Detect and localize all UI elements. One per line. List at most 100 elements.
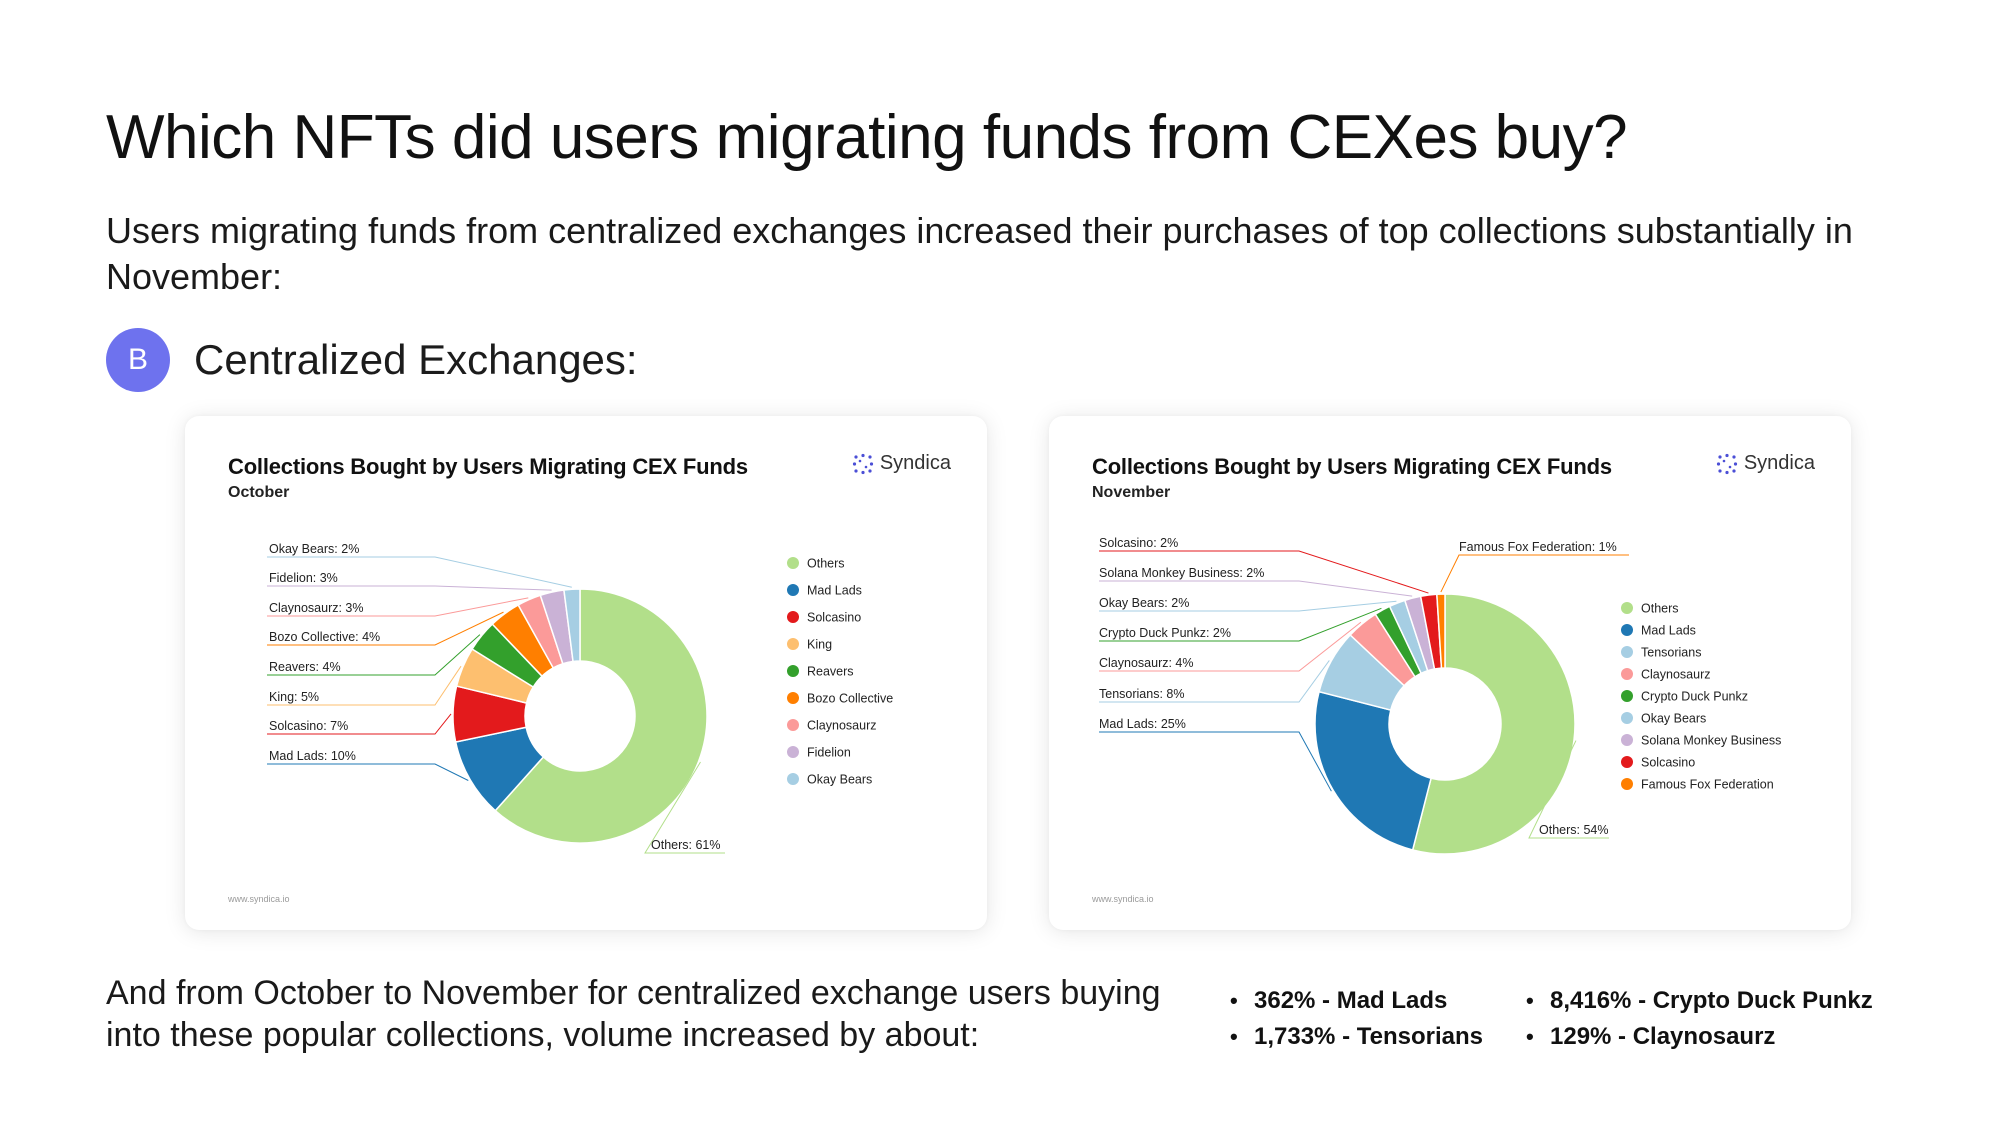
slice-label-solcasino: Solcasino: 2%	[1099, 536, 1178, 550]
leader-line-okay-bears	[267, 556, 572, 588]
leader-line-solana-monkey-business	[1099, 580, 1413, 597]
brand-name: Syndica	[1743, 452, 1815, 474]
footer-url: www.syndica.io	[1092, 894, 1154, 904]
slice-label-famous-fox-federation: Famous Fox Federation: 1%	[1459, 540, 1617, 554]
legend-label-crypto-duck-punkz: Crypto Duck Punkz	[1641, 690, 1748, 704]
legend-label-solcasino: Solcasino	[1641, 756, 1695, 770]
legend-swatch-solana-monkey-business	[1621, 734, 1633, 746]
leader-line-others	[644, 761, 725, 854]
section-label: Centralized Exchanges:	[194, 336, 638, 383]
stat-text: 8,416% - Crypto Duck Punkz	[1550, 987, 1873, 1014]
leader-line-solcasino	[267, 713, 452, 735]
legend-label-mad-lads: Mad Lads	[807, 584, 862, 598]
page-title: Which NFTs did users migrating funds fro…	[106, 103, 1628, 172]
slice-label-fidelion: Fidelion: 3%	[269, 571, 338, 585]
legend-swatch-claynosaurz	[1621, 668, 1633, 680]
leader-line-claynosaurz	[267, 597, 529, 617]
slice-label-okay-bears: Okay Bears: 2%	[1099, 596, 1189, 610]
chart-title: Collections Bought by Users Migrating CE…	[228, 454, 748, 479]
legend-swatch-solcasino	[1621, 756, 1633, 768]
legend-swatch-mad-lads	[1621, 624, 1633, 636]
slice-label-okay-bears: Okay Bears: 2%	[269, 542, 359, 556]
stat-text: 129% - Claynosaurz	[1550, 1023, 1776, 1050]
chart-subtitle: October	[228, 484, 290, 501]
syndica-logo-icon	[852, 453, 873, 474]
legend-label-reavers: Reavers	[807, 665, 854, 679]
donut-chart-october: Others: 61% Mad Lads: 10% Solcasino: 7% Kin…	[267, 542, 893, 854]
brand-logo: Syndica	[852, 452, 951, 475]
legend-label-tensorians: Tensorians	[1641, 646, 1701, 660]
stat-text: 362% - Mad Lads	[1254, 987, 1448, 1014]
legend-label-bozo-collective: Bozo Collective	[807, 692, 893, 706]
bullet-icon: •	[1230, 988, 1238, 1013]
slice-label-solana-monkey-business: Solana Monkey Business: 2%	[1099, 566, 1264, 580]
legend-swatch-claynosaurz	[787, 719, 799, 731]
legend-swatch-bozo-collective	[787, 692, 799, 704]
legend-label-okay-bears: Okay Bears	[1641, 712, 1706, 726]
legend-swatch-king	[787, 638, 799, 650]
leader-line-mad-lads	[1099, 731, 1332, 792]
legend-label-solcasino: Solcasino	[807, 611, 861, 625]
stats-list: • 362% - Mad Lads • 8,416% - Crypto Duck P…	[1228, 986, 1968, 1052]
legend-swatch-crypto-duck-punkz	[1621, 690, 1633, 702]
leader-line-mad-lads	[267, 763, 469, 781]
legend-label-others: Others	[1641, 602, 1679, 616]
chart-card-november: Others: 54% Mad Lads: 25% Tensorians: 8% Cl…	[1049, 416, 1851, 930]
legend-swatch-okay-bears	[787, 773, 799, 785]
chart-subtitle: November	[1092, 484, 1171, 501]
slice-label-king: King: 5%	[269, 690, 319, 704]
legend-swatch-solcasino	[787, 611, 799, 623]
legend-swatch-reavers	[787, 665, 799, 677]
slice-others	[494, 588, 708, 844]
leader-line-crypto-duck-punkz	[1099, 607, 1382, 642]
bullet-icon: •	[1526, 988, 1534, 1013]
slice-label-others: Others: 54%	[1539, 823, 1608, 837]
leader-line-okay-bears	[1099, 600, 1397, 612]
syndica-logo-icon	[1716, 453, 1737, 474]
slice-mad-lads	[1314, 690, 1432, 851]
legend-label-others: Others	[807, 557, 845, 571]
slice-label-mad-lads: Mad Lads: 25%	[1099, 717, 1186, 731]
chart-card-october: Others: 61% Mad Lads: 10% Solcasino: 7% Kin…	[185, 416, 987, 930]
legend-label-solana-monkey-business: Solana Monkey Business	[1641, 734, 1781, 748]
leader-line-tensorians	[1099, 660, 1330, 703]
stat-item: • 362% - Mad Lads	[1228, 986, 1524, 1016]
stat-item: • 1,733% - Tensorians	[1228, 1022, 1524, 1052]
section-header: B Centralized Exchanges:	[106, 328, 638, 392]
legend-swatch-okay-bears	[1621, 712, 1633, 724]
slice-okay-bears	[563, 588, 581, 663]
leader-line-fidelion	[267, 585, 552, 591]
page-subtitle: Users migrating funds from centralized e…	[106, 210, 1853, 297]
bullet-icon: •	[1230, 1024, 1238, 1049]
slice-label-bozo-collective: Bozo Collective: 4%	[269, 630, 380, 644]
legend-label-fidelion: Fidelion	[807, 746, 851, 760]
slice-label-crypto-duck-punkz: Crypto Duck Punkz: 2%	[1099, 626, 1231, 640]
leader-line-claynosaurz	[1099, 621, 1362, 672]
bullet-icon: •	[1526, 1024, 1534, 1049]
stat-item: • 129% - Claynosaurz	[1524, 1022, 1884, 1052]
chart-title: Collections Bought by Users Migrating CE…	[1092, 454, 1612, 479]
leader-line-others	[1528, 740, 1609, 839]
slice-famous-fox-federation	[1436, 593, 1446, 669]
legend-swatch-mad-lads	[787, 584, 799, 596]
slice-label-tensorians: Tensorians: 8%	[1099, 687, 1184, 701]
slice-label-others: Others: 61%	[651, 838, 720, 852]
slice-others	[1411, 593, 1576, 855]
legend-label-claynosaurz: Claynosaurz	[1641, 668, 1710, 682]
donut-chart-november: Others: 54% Mad Lads: 25% Tensorians: 8% Cl…	[1099, 536, 1781, 855]
brand-name: Syndica	[879, 452, 951, 474]
leader-line-solcasino	[1099, 550, 1429, 594]
slice-label-reavers: Reavers: 4%	[269, 660, 341, 674]
legend-swatch-others	[787, 557, 799, 569]
leader-line-king	[267, 665, 462, 706]
legend-swatch-others	[1621, 602, 1633, 614]
legend-swatch-famous-fox-federation	[1621, 778, 1633, 790]
bottom-text: And from October to November for central…	[106, 974, 1161, 1054]
slice-label-mad-lads: Mad Lads: 10%	[269, 749, 356, 763]
leader-line-bozo-collective	[267, 611, 504, 646]
legend-swatch-tensorians	[1621, 646, 1633, 658]
legend-label-okay-bears: Okay Bears	[807, 773, 872, 787]
leader-line-famous-fox-federation	[1440, 554, 1629, 593]
legend-swatch-fidelion	[787, 746, 799, 758]
slice-label-claynosaurz: Claynosaurz: 3%	[269, 601, 364, 615]
